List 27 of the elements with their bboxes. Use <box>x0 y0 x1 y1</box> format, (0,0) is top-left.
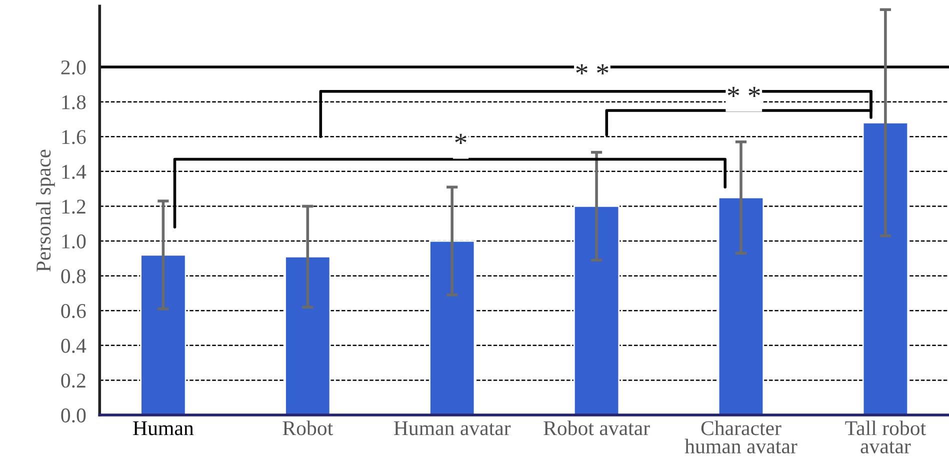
annotation: * * <box>728 86 760 98</box>
x-tick-label: Tall robot avatar <box>845 420 926 454</box>
x-tick-label: Human avatar <box>394 421 511 436</box>
x-tick-label: Character human avatar <box>684 420 798 454</box>
y-tick-label: 1.2 <box>62 200 86 214</box>
y-tick-label: 0.4 <box>61 338 86 353</box>
y-tick-label: 0.6 <box>61 304 86 318</box>
bar <box>862 122 909 416</box>
bar <box>284 256 331 416</box>
bar <box>573 206 620 416</box>
y-tick-label: 1.6 <box>62 130 86 144</box>
y-tick-label: 1.8 <box>62 95 86 110</box>
y-tick-label: 1.4 <box>62 164 86 179</box>
annotation: * <box>455 134 466 144</box>
y-axis-title: Personal space <box>36 150 55 272</box>
x-tick-label: Robot <box>282 420 333 436</box>
x-tick-label: Robot avatar <box>544 420 650 436</box>
bar <box>140 254 186 416</box>
y-tick-label: 1.0 <box>62 234 86 249</box>
y-tick-label: 0.2 <box>61 374 86 388</box>
y-tick-label: 2.0 <box>61 60 86 75</box>
bar <box>718 196 764 416</box>
y-tick-label: 0.8 <box>61 269 86 284</box>
bar <box>429 240 476 416</box>
y-tick-label: 0.0 <box>61 408 86 423</box>
x-tick-label: Human <box>133 421 194 436</box>
annotation: * * <box>576 64 608 74</box>
